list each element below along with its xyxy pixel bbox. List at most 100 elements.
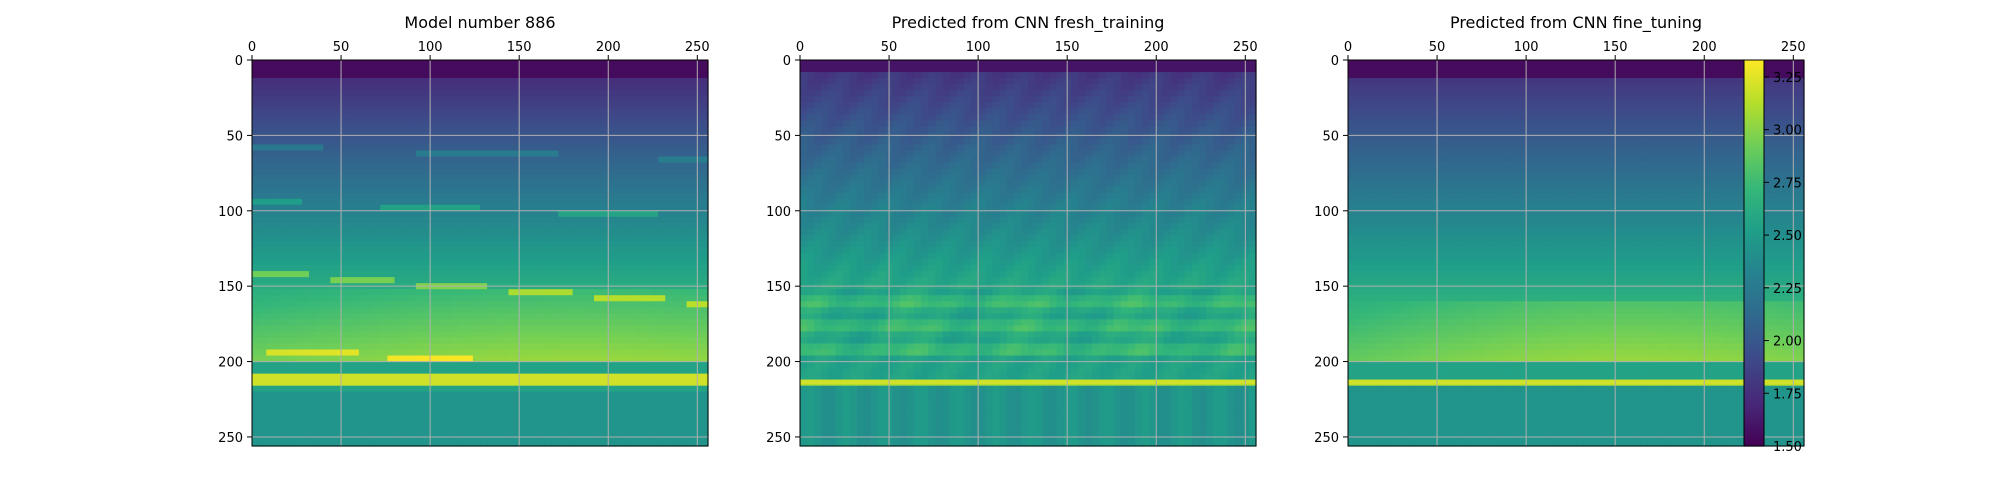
heatmap-cell — [252, 60, 260, 67]
heatmap-cell — [701, 175, 709, 182]
heatmap-cell — [395, 295, 403, 302]
heatmap-cell — [601, 422, 609, 429]
heatmap-cell — [366, 253, 374, 260]
heatmap-cell — [523, 187, 531, 194]
heatmap-cell — [494, 84, 502, 91]
heatmap-cell — [608, 247, 616, 254]
heatmap-cell — [1114, 66, 1122, 73]
heatmap-cell — [630, 175, 638, 182]
heatmap-cell — [323, 157, 331, 164]
heatmap-cell — [665, 187, 673, 194]
heatmap-cell — [252, 181, 260, 188]
heatmap-cell — [494, 301, 502, 308]
heatmap-cell — [523, 410, 531, 417]
heatmap-cell — [380, 398, 388, 405]
heatmap-cell — [345, 362, 353, 369]
heatmap-cell — [530, 386, 538, 393]
heatmap-cell — [430, 72, 438, 79]
heatmap-cell — [480, 193, 488, 200]
heatmap-cell — [480, 211, 488, 218]
heatmap-cell — [537, 313, 545, 320]
heatmap-cell — [323, 404, 331, 411]
heatmap-cell — [501, 404, 509, 411]
heatmap-cell — [466, 398, 474, 405]
heatmap-cell — [1178, 78, 1186, 85]
heatmap-cell — [494, 199, 502, 206]
heatmap-cell — [437, 163, 445, 170]
heatmap-cell — [452, 217, 460, 224]
heatmap-cell — [601, 144, 609, 151]
heatmap-cell — [345, 265, 353, 272]
heatmap-cell — [665, 368, 673, 375]
heatmap-cell — [864, 120, 872, 127]
heatmap-cell — [1228, 108, 1236, 115]
heatmap-cell — [402, 72, 410, 79]
heatmap-cell — [487, 374, 495, 381]
heatmap-cell — [1042, 108, 1050, 115]
heatmap-cell — [466, 78, 474, 85]
heatmap-cell — [452, 96, 460, 103]
heatmap-cell — [665, 223, 673, 230]
heatmap-cell — [288, 90, 296, 97]
heatmap-cell — [644, 422, 652, 429]
heatmap-cell — [259, 163, 267, 170]
heatmap-cell — [323, 108, 331, 115]
heatmap-cell — [416, 325, 424, 332]
heatmap-cell — [509, 295, 517, 302]
heatmap-cell — [366, 319, 374, 326]
heatmap-cell — [672, 96, 680, 103]
heatmap-cell — [437, 187, 445, 194]
heatmap-cell — [373, 265, 381, 272]
heatmap-cell — [416, 187, 424, 194]
heatmap-cell — [259, 72, 267, 79]
heatmap-cell — [558, 410, 566, 417]
heatmap-cell — [259, 422, 267, 429]
heatmap-cell — [295, 193, 303, 200]
heatmap-cell — [281, 428, 289, 435]
heatmap-cell — [459, 199, 467, 206]
heatmap-cell — [580, 362, 588, 369]
heatmap-cell — [594, 410, 602, 417]
heatmap-cell — [566, 223, 574, 230]
heatmap-cell — [416, 169, 424, 176]
heatmap-cell — [430, 211, 438, 218]
heatmap-cell — [459, 428, 467, 435]
heatmap-cell — [437, 66, 445, 73]
heatmap-cell — [373, 428, 381, 435]
heatmap-cell — [1106, 102, 1114, 109]
heatmap-cell — [395, 229, 403, 236]
heatmap-cell — [829, 84, 837, 91]
heatmap-cell — [651, 108, 659, 115]
heatmap-cell — [416, 235, 424, 242]
heatmap-cell — [281, 78, 289, 85]
heatmap-cell — [452, 120, 460, 127]
heatmap-cell — [423, 265, 431, 272]
heatmap-cell — [601, 66, 609, 73]
heatmap-cell — [680, 241, 688, 248]
heatmap-cell — [480, 235, 488, 242]
heatmap-cell — [387, 102, 395, 109]
heatmap-cell — [288, 428, 296, 435]
heatmap-cell — [943, 78, 951, 85]
heatmap-cell — [530, 108, 538, 115]
heatmap-cell — [416, 259, 424, 266]
heatmap-cell — [452, 66, 460, 73]
heatmap-cell — [964, 114, 972, 121]
heatmap-cell — [380, 337, 388, 344]
heatmap-cell — [501, 211, 509, 218]
heatmap-cell — [623, 265, 631, 272]
heatmap-cell — [551, 66, 559, 73]
heatmap-cell — [630, 386, 638, 393]
heatmap-cell — [423, 199, 431, 206]
heatmap-cell — [814, 108, 822, 115]
heatmap-cell — [687, 144, 695, 151]
heatmap-cell — [900, 96, 908, 103]
heatmap-cell — [701, 301, 709, 308]
heatmap-cell — [921, 78, 929, 85]
heatmap-cell — [273, 422, 281, 429]
heatmap-cell — [252, 120, 260, 127]
heatmap-cell — [672, 193, 680, 200]
heatmap-cell — [1149, 78, 1157, 85]
heatmap-cell — [323, 84, 331, 91]
heatmap-cell — [1057, 60, 1065, 67]
